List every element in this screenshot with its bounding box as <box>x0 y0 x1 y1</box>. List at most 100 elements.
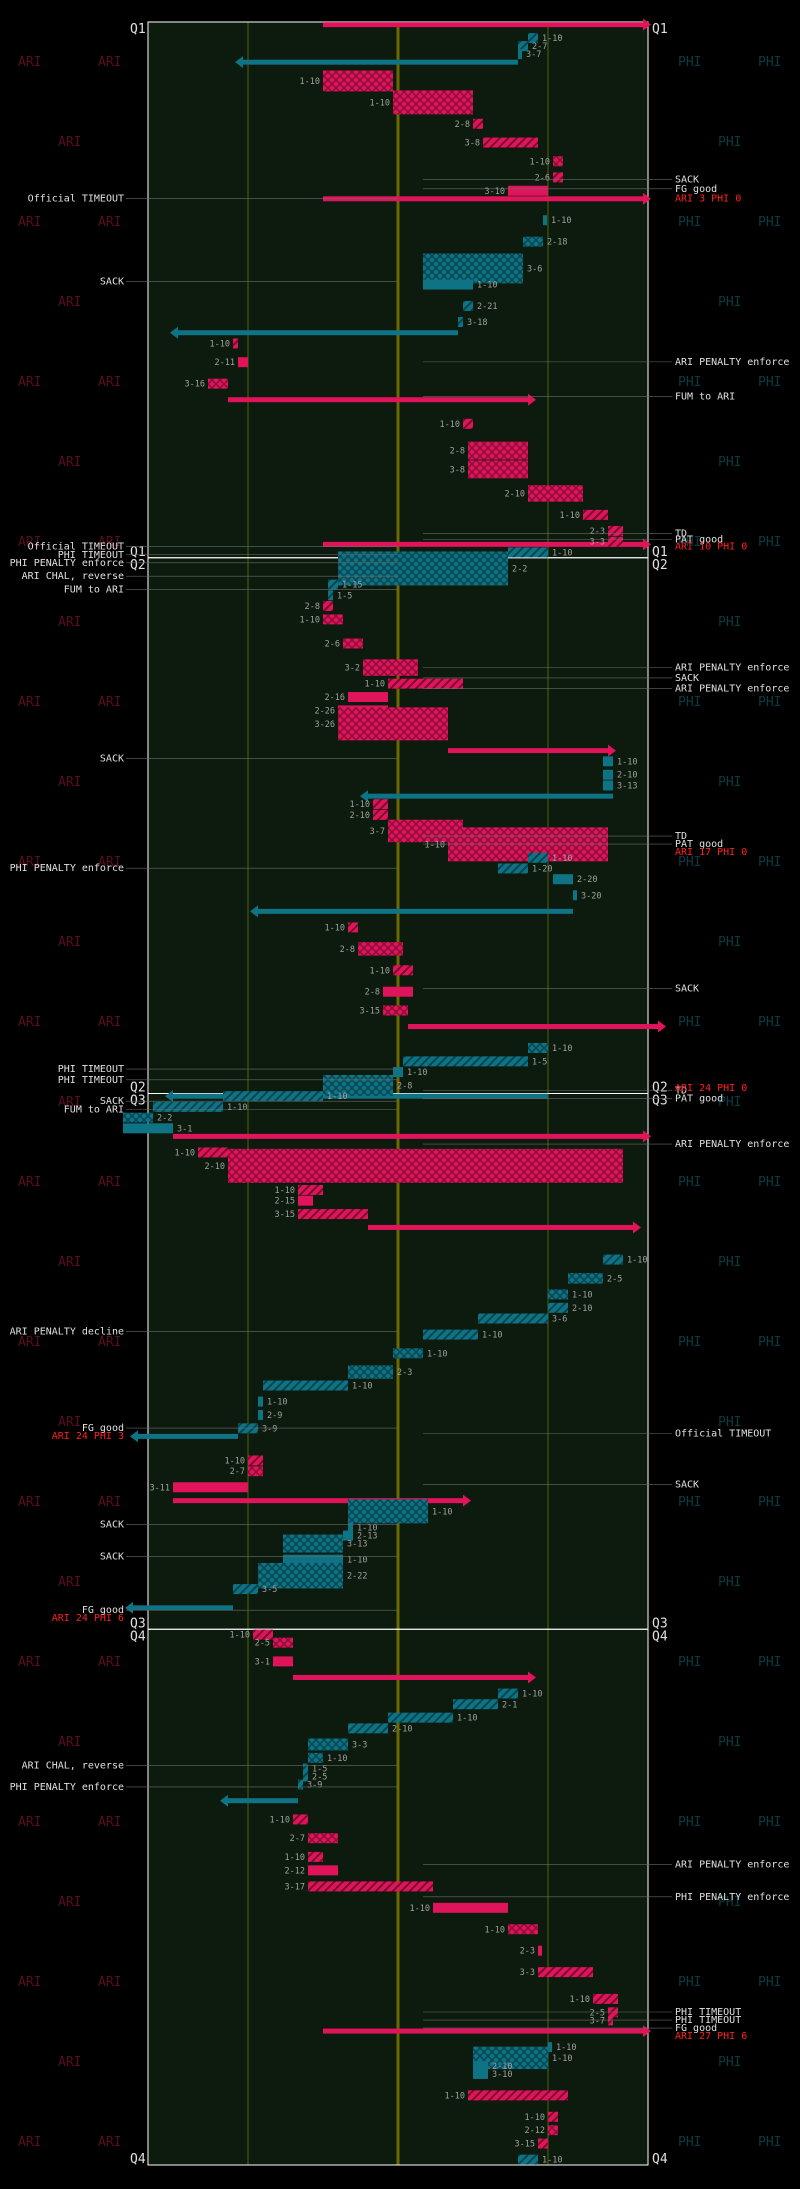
down-distance-label: 2-2 <box>157 1114 172 1124</box>
down-distance-label: 2-20 <box>577 875 597 885</box>
drive-arrowhead <box>658 1020 666 1033</box>
play-bar-ari <box>308 1833 338 1844</box>
play-bar-phi <box>423 1329 478 1340</box>
down-distance-label: 1-10 <box>350 800 370 810</box>
phi-watermark: PHI <box>758 375 781 390</box>
play-bar-ari <box>508 1924 538 1935</box>
play-bar-phi <box>303 1771 308 1782</box>
down-distance-label: 1-10 <box>357 1523 377 1533</box>
play-bar-ari <box>363 659 418 676</box>
ari-watermark: ARI <box>58 775 81 790</box>
phi-watermark: PHI <box>758 535 781 550</box>
drive-arrowhead <box>643 1130 651 1143</box>
down-distance-label: 3-16 <box>185 380 205 390</box>
play-bar-ari <box>528 485 583 502</box>
play-bar-phi <box>423 279 473 290</box>
down-distance-label: 3-15 <box>515 2140 535 2150</box>
quarter-label-start: Q1 <box>130 22 146 37</box>
down-distance-label: 3-5 <box>262 1585 277 1595</box>
phi-watermark: PHI <box>678 1815 701 1830</box>
phi-watermark: PHI <box>678 695 701 710</box>
down-distance-label: 3-6 <box>527 264 542 274</box>
play-layer: 1-102-73-71-101-102-83-81-102-63-101-102… <box>123 33 647 2166</box>
down-distance-label: 1-10 <box>482 1331 502 1341</box>
play-bar-phi <box>123 1112 153 1123</box>
drive-arrowhead <box>360 790 368 803</box>
play-bar-ari <box>308 1881 433 1892</box>
phi-watermark: PHI <box>758 1655 781 1670</box>
down-distance-label: 2-2 <box>512 564 527 574</box>
down-distance-label: 1-10 <box>352 1381 372 1391</box>
annotation-right: PHI TIMEOUT <box>675 2015 741 2026</box>
annotation-right: PAT good <box>675 535 723 546</box>
annotation-right: FG good <box>675 2023 717 2034</box>
play-bar-ari <box>468 2090 568 2101</box>
play-bar-ari <box>538 1945 542 1956</box>
annotation-left: FG good <box>82 1605 124 1616</box>
play-bar-ari <box>298 1195 313 1206</box>
down-distance-label: 3-15 <box>360 1006 380 1016</box>
down-distance-label: 1-10 <box>457 1714 477 1724</box>
drive-arrowhead <box>220 1794 228 1807</box>
annotation-right: PAT good <box>675 1094 723 1105</box>
down-distance-label: 2-8 <box>450 447 465 457</box>
down-distance-label: 1-5 <box>312 1765 327 1775</box>
quarter-label-end: Q4 <box>652 2152 668 2167</box>
phi-watermark: PHI <box>758 1335 781 1350</box>
ari-watermark: ARI <box>98 855 121 870</box>
down-distance-label: 3-7 <box>526 50 541 60</box>
play-bar-phi <box>348 1499 428 1524</box>
drive-bar-ari <box>173 1133 643 1139</box>
play-bar-ari <box>373 809 388 820</box>
play-bar-phi <box>518 49 522 60</box>
play-bar-phi <box>518 2154 538 2165</box>
play-bar-phi <box>308 1752 323 1763</box>
ari-watermark: ARI <box>58 935 81 950</box>
down-distance-label: 1-10 <box>542 34 562 44</box>
annotation-right: FG good <box>675 184 717 195</box>
play-bar-phi <box>258 1562 343 1589</box>
down-distance-label: 1-10 <box>327 1092 347 1102</box>
drive-bar-ari <box>408 1024 658 1030</box>
down-distance-label: 3-9 <box>307 1781 322 1791</box>
play-bar-phi <box>603 780 613 791</box>
drive-arrowhead <box>130 1430 138 1443</box>
play-bar-ari <box>483 137 538 148</box>
ari-watermark: ARI <box>98 55 121 70</box>
ari-watermark: ARI <box>58 1735 81 1750</box>
play-bar-phi <box>473 2060 488 2071</box>
annotation-left: ARI PENALTY decline <box>10 1327 124 1338</box>
play-bar-phi <box>153 1101 223 1112</box>
drive-arrowhead <box>125 1601 133 1614</box>
phi-watermark: PHI <box>758 855 781 870</box>
ari-watermark: ARI <box>58 2055 81 2070</box>
down-distance-label: 2-6 <box>535 173 550 183</box>
play-bar-phi <box>263 1380 348 1391</box>
quarter-label-end: Q1 <box>130 545 146 560</box>
annotation-right: TD <box>675 1086 687 1097</box>
drive-bar-ari <box>323 541 643 547</box>
down-distance-label: 1-20 <box>532 864 552 874</box>
quarter-label-end: Q2 <box>130 1081 146 1096</box>
annotation-left: ARI CHAL, reverse <box>22 1761 124 1772</box>
down-distance-label: 2-5 <box>607 1274 622 1284</box>
annotation-right: FUM to ARI <box>675 392 735 403</box>
drive-arrowhead <box>643 192 651 205</box>
down-distance-label: 1-10 <box>552 548 572 558</box>
quarter-label-end: Q3 <box>130 1616 146 1631</box>
ari-watermark: ARI <box>18 855 41 870</box>
quarter-label-end: Q3 <box>652 1616 668 1631</box>
quarter-label-start: Q4 <box>130 1629 146 1644</box>
play-bar-phi <box>543 215 547 226</box>
phi-watermark: PHI <box>678 2135 701 2150</box>
annotation-left: SACK <box>100 753 124 764</box>
phi-watermark: PHI <box>758 1975 781 1990</box>
down-distance-label: 2-8 <box>455 120 470 130</box>
drive-bar-phi <box>133 1605 233 1611</box>
play-bar-ari <box>348 922 358 933</box>
play-bar-ari <box>553 172 563 183</box>
play-bar-ari <box>608 2015 613 2026</box>
phi-watermark: PHI <box>758 695 781 710</box>
ari-watermark: ARI <box>98 1655 121 1670</box>
play-bar-phi <box>518 41 528 52</box>
